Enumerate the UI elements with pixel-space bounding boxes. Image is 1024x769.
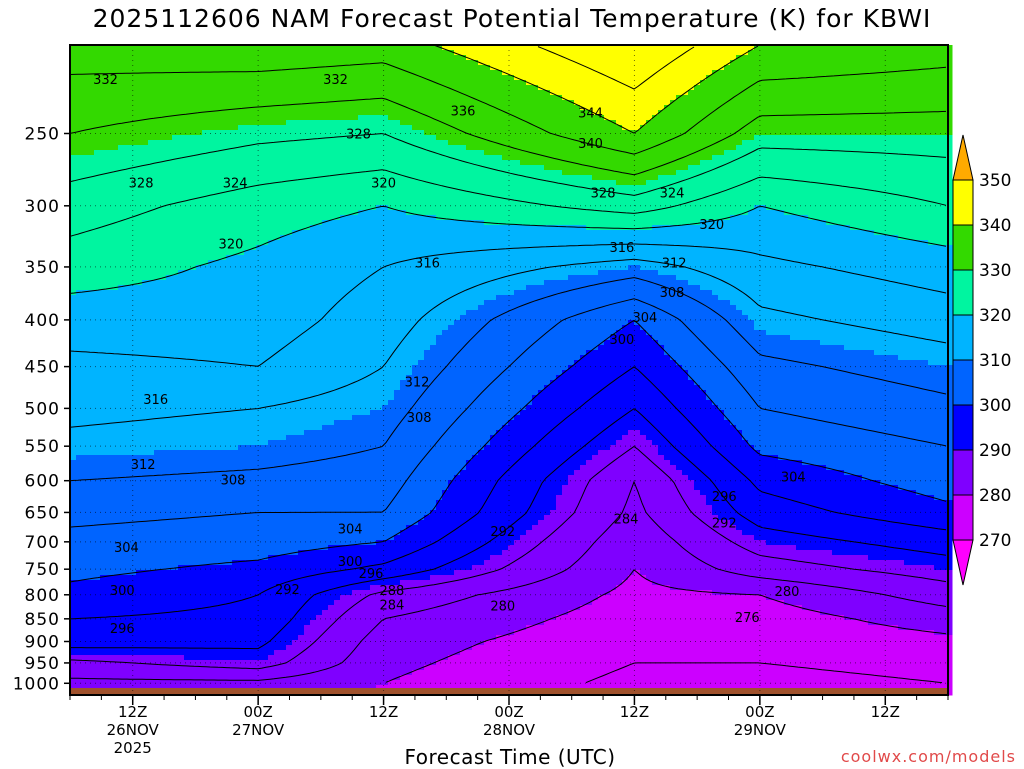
y-tick-label: 850 <box>25 610 60 630</box>
contour-label: 328 <box>346 127 371 142</box>
contour-label: 300 <box>110 584 135 599</box>
contour-label: 304 <box>632 311 657 326</box>
x-tick-label: 27NOV <box>232 721 285 739</box>
contour-label: 316 <box>415 256 440 271</box>
contour-label: 288 <box>380 584 405 599</box>
x-tick-label: 26NOV <box>107 721 160 739</box>
contour-label: 280 <box>775 585 800 600</box>
contour-label: 328 <box>129 177 154 192</box>
contour-label: 320 <box>219 238 244 253</box>
contour-label: 312 <box>405 375 430 390</box>
contour-label: 304 <box>114 541 139 556</box>
x-tick-label: 00Z <box>745 703 774 721</box>
y-tick-label: 500 <box>25 399 60 419</box>
y-tick-label: 350 <box>25 258 60 278</box>
terrain-band <box>70 688 948 695</box>
contour-label: 292 <box>490 525 515 540</box>
contour-label: 316 <box>143 393 168 408</box>
x-tick-label: 12Z <box>620 703 649 721</box>
y-tick-label: 400 <box>25 311 60 331</box>
colorbar-swatch <box>953 180 973 225</box>
contour-label: 296 <box>712 490 737 505</box>
contour-label: 312 <box>662 256 687 271</box>
colorbar-label: 350 <box>979 171 1011 191</box>
colorbar-swatch <box>953 450 973 495</box>
x-tick-label: 2025 <box>114 739 152 757</box>
colorbar-swatch <box>953 495 973 540</box>
contour-label: 324 <box>223 177 248 192</box>
colorbar-swatch <box>953 315 973 360</box>
colorbar-bottom-arrow <box>953 540 973 585</box>
y-tick-label: 1000 <box>13 674 60 694</box>
colorbar-label: 280 <box>979 486 1011 506</box>
x-axis-label: Forecast Time (UTC) <box>300 745 720 769</box>
colorbar-label: 270 <box>979 531 1011 551</box>
contour-label: 296 <box>359 567 384 582</box>
contour-label: 324 <box>660 186 685 201</box>
y-tick-label: 700 <box>25 533 60 553</box>
y-tick-label: 250 <box>25 124 60 144</box>
colorbar-swatch <box>953 360 973 405</box>
contour-label: 328 <box>591 186 616 201</box>
x-tick-label: 29NOV <box>734 721 787 739</box>
colorbar-label: 330 <box>979 261 1011 281</box>
contour-label: 280 <box>490 600 515 615</box>
theta-field <box>70 45 953 696</box>
contour-label: 308 <box>221 473 246 488</box>
x-tick-label: 12Z <box>118 703 147 721</box>
y-tick-label: 900 <box>25 632 60 652</box>
contour-label: 344 <box>578 106 603 121</box>
colorbar-label: 300 <box>979 396 1011 416</box>
contour-label: 300 <box>609 333 634 348</box>
contour-label: 284 <box>614 512 639 527</box>
colorbar-label: 290 <box>979 441 1011 461</box>
y-tick-label: 800 <box>25 586 60 606</box>
contour-label: 292 <box>275 583 300 598</box>
x-tick-label: 12Z <box>369 703 398 721</box>
contour-label: 308 <box>660 286 685 301</box>
x-tick-label: 28NOV <box>483 721 536 739</box>
colorbar-top-arrow <box>953 135 973 180</box>
contour-label: 276 <box>735 611 760 626</box>
contour-label: 304 <box>338 523 363 538</box>
contour-label: 316 <box>609 241 634 256</box>
colorbar: 270 280 290 300 310 320 330 340 350 <box>953 135 1011 585</box>
y-axis: 2503003504004505005506006507007508008509… <box>13 124 70 694</box>
colorbar-label: 340 <box>979 216 1011 236</box>
contour-label: 336 <box>451 105 476 120</box>
contour-label: 332 <box>323 73 348 88</box>
credit-link[interactable]: coolwx.com/models <box>841 747 1016 766</box>
y-tick-label: 300 <box>25 197 60 217</box>
colorbar-swatch <box>953 405 973 450</box>
contour-label: 340 <box>578 137 603 152</box>
colorbar-swatch <box>953 270 973 315</box>
contour-label: 332 <box>93 73 118 88</box>
y-tick-label: 450 <box>25 358 60 378</box>
y-tick-label: 750 <box>25 560 60 580</box>
y-tick-label: 550 <box>25 437 60 457</box>
x-tick-label: 00Z <box>494 703 523 721</box>
x-tick-label: 12Z <box>871 703 900 721</box>
y-tick-label: 600 <box>25 472 60 492</box>
contour-label: 304 <box>781 471 806 486</box>
colorbar-swatch <box>953 225 973 270</box>
y-tick-label: 650 <box>25 503 60 523</box>
colorbar-label: 310 <box>979 351 1011 371</box>
contour-label: 284 <box>380 599 405 614</box>
contour-label: 292 <box>712 517 737 532</box>
y-tick-label: 950 <box>25 654 60 674</box>
contour-label: 312 <box>131 458 156 473</box>
colorbar-label: 320 <box>979 306 1011 326</box>
contour-label: 296 <box>110 622 135 637</box>
contour-label: 308 <box>407 411 432 426</box>
x-tick-label: 00Z <box>243 703 272 721</box>
contour-label: 320 <box>699 218 724 233</box>
contour-label: 320 <box>371 177 396 192</box>
